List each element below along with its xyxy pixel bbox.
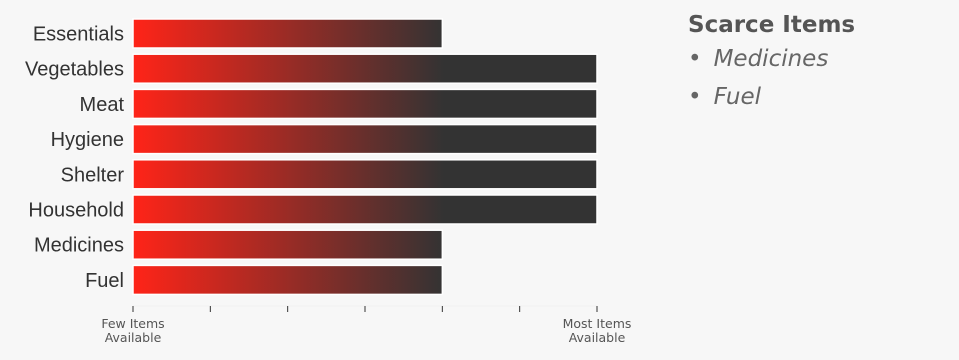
bar-fuel	[132, 264, 444, 296]
bar-shelter	[132, 159, 598, 190]
bars-group	[132, 18, 598, 296]
bullet-icon: •	[688, 84, 702, 110]
x-tick-label: Few Items Available	[101, 316, 164, 345]
bar-vegetables	[132, 53, 598, 84]
category-label-essentials: Essentials	[33, 24, 124, 46]
x-axis: Few Items Available Most Items Available	[101, 305, 632, 345]
category-label-fuel: Fuel	[85, 270, 124, 292]
scarce-item: • Medicines	[688, 46, 948, 72]
bar-household	[132, 194, 598, 225]
scarce-item: • Fuel	[688, 84, 948, 110]
bullet-icon: •	[688, 46, 702, 72]
category-label-shelter: Shelter	[61, 164, 125, 186]
scarce-items-title: Scarce Items	[688, 12, 856, 38]
scarce-items-panel: Scarce Items • Medicines • Fuel	[688, 12, 948, 122]
category-label-meat: Meat	[80, 94, 125, 116]
x-tick-label: Most Items Available	[563, 316, 632, 345]
bar-medicines	[132, 229, 444, 260]
bar-meat	[132, 88, 598, 120]
scarce-item-label: Medicines	[713, 46, 829, 72]
category-labels-group: Essentials Vegetables Meat Hygiene Shelter Ho…	[25, 24, 124, 292]
category-label-household: Household	[28, 200, 124, 222]
availability-bar-chart: Essentials Vegetables Meat Hygiene Shelter Ho…	[25, 18, 632, 345]
category-label-hygiene: Hygiene	[51, 129, 124, 151]
category-label-vegetables: Vegetables	[25, 59, 124, 81]
scarce-item-label: Fuel	[713, 84, 761, 110]
scarce-items-list: • Medicines • Fuel	[688, 46, 948, 110]
category-label-medicines: Medicines	[34, 235, 124, 257]
bar-hygiene	[132, 123, 598, 155]
bar-essentials	[132, 18, 444, 49]
